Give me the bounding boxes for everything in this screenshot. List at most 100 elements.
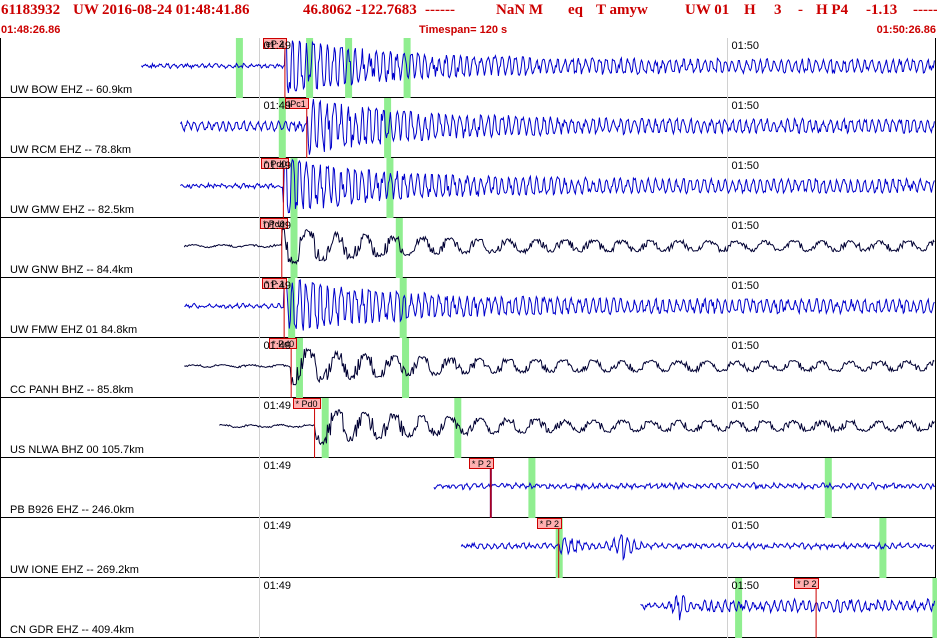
green-marker (290, 218, 298, 278)
station-label: UW FMW EHZ 01 84.8km (10, 324, 138, 336)
waveform-canvas (184, 278, 935, 338)
event-h: H (744, 2, 756, 18)
minute-label: 01:49 (263, 220, 292, 232)
event-datetime: 2016-08-24 01:48:41.86 (102, 2, 250, 18)
green-marker (402, 338, 410, 398)
event-dashes: ------ (425, 2, 455, 18)
green-marker (395, 218, 403, 278)
minute-label: 01:50 (731, 160, 760, 172)
waveform-canvas (141, 38, 935, 98)
green-marker (295, 338, 303, 398)
trace-panel[interactable]: * P 2 01:49 01:50 PB B926 EHZ -- 246.0km (0, 458, 936, 518)
station-label: CC PANH BHZ -- 85.8km (10, 384, 134, 396)
pick-label[interactable]: * P 2 (794, 578, 820, 589)
trace-panel[interactable]: * P 2 01:49 01:50 CN GDR EHZ -- 409.4km (0, 578, 937, 638)
green-marker (454, 398, 462, 458)
time-header: 01:48:26.86 Timespan= 120 s 01:50:26.86 (0, 24, 937, 38)
minute-label: 01:50 (731, 40, 760, 52)
waveform-trace (433, 481, 936, 492)
minute-label: 01:49 (263, 580, 292, 592)
pick-label[interactable]: * Pd0 (269, 338, 298, 349)
waveform-canvas (184, 338, 935, 398)
station-label: PB B926 EHZ -- 246.0km (10, 504, 135, 516)
event-trail: ------ (913, 2, 937, 18)
green-marker (235, 38, 243, 98)
station-label: US NLWA BHZ 00 105.7km (10, 444, 144, 456)
waveform-trace (460, 533, 935, 562)
minute-label: 01:50 (731, 580, 760, 592)
waveform-canvas (258, 578, 937, 638)
green-marker (384, 98, 392, 158)
waveform-trace (179, 98, 935, 155)
pick-label[interactable]: * Pd0 (292, 398, 321, 409)
trace-panel[interactable]: * P 2 01:49 01:50 UW IONE EHZ -- 269.2km (0, 518, 936, 578)
minute-label: 01:50 (731, 400, 760, 412)
pick-label[interactable]: * P 2 (536, 518, 563, 529)
minute-label: 01:50 (731, 220, 760, 232)
minute-label: 01:49 (263, 520, 292, 532)
station-label: CN GDR EHZ -- 409.4km (10, 624, 135, 636)
waveform-canvas (258, 458, 936, 518)
green-marker (345, 38, 353, 98)
green-marker (306, 38, 314, 98)
trace-panel[interactable]: IPc1 01:49 01:50 UW RCM EHZ -- 78.8km (0, 98, 936, 158)
green-marker (735, 578, 743, 638)
green-marker (824, 458, 832, 518)
end-time: 01:50:26.86 (876, 24, 936, 36)
minute-label: 01:49 (263, 400, 292, 412)
pick-label[interactable]: * P 2 (468, 458, 495, 469)
event-dash: - (798, 2, 803, 18)
trace-panel[interactable]: * Pd0 01:49 01:50 UW GMW EHZ -- 82.5km (0, 158, 936, 218)
start-time: 01:48:26.86 (1, 24, 61, 36)
event-magnitude: NaN M (496, 2, 544, 18)
green-marker (288, 278, 296, 338)
pick-label[interactable]: eP 2 (262, 38, 288, 49)
waveform-trace (141, 38, 935, 94)
event-hp: H P4 (816, 2, 849, 18)
minute-label: 01:50 (731, 280, 760, 292)
event-coords: 46.8062 -122.7683 (303, 2, 417, 18)
minute-label: 01:49 (263, 100, 292, 112)
waveform-trace (640, 594, 936, 621)
trace-panel[interactable]: eP 2 01:49 01:50 UW BOW EHZ -- 60.9km (0, 38, 936, 98)
minute-label: 01:50 (731, 520, 760, 532)
station-label: UW IONE EHZ -- 269.2km (10, 564, 139, 576)
waveform-canvas (258, 518, 935, 578)
event-type-code: T amyw (596, 2, 648, 18)
waveform-trace (219, 409, 935, 446)
pick-label[interactable]: * Pd0 (261, 158, 290, 169)
trace-panel[interactable]: * P 1 01:49 01:50 UW FMW EHZ 01 84.8km (0, 278, 936, 338)
seismogram-panels[interactable]: eP 2 01:49 01:50 UW BOW EHZ -- 60.9km IPc1 01… (0, 38, 937, 640)
waveform-trace (180, 158, 935, 214)
waveform-canvas (183, 218, 935, 278)
event-network: UW (73, 2, 99, 18)
trace-panel[interactable]: * Pd0 01:49 01:50 UW GNW BHZ -- 84.4km (0, 218, 936, 278)
green-marker (399, 278, 407, 338)
trace-panel[interactable]: * Pd0 01:49 01:50 US NLWA BHZ 00 105.7km (0, 398, 936, 458)
minute-label: 01:50 (731, 100, 760, 112)
waveform-trace (184, 347, 935, 386)
trace-panel[interactable]: * Pd0 01:49 01:50 CC PANH BHZ -- 85.8km (0, 338, 936, 398)
minute-label: 01:49 (263, 280, 292, 292)
waveform-canvas (180, 158, 935, 218)
minute-label: 01:49 (263, 160, 292, 172)
station-label: UW GNW BHZ -- 84.4km (10, 264, 133, 276)
station-label: UW BOW EHZ -- 60.9km (10, 84, 133, 96)
green-marker (278, 98, 286, 158)
timespan-label: Timespan= 120 s (419, 24, 508, 36)
minute-label: 01:49 (263, 40, 292, 52)
pick-label[interactable]: IPc1 (284, 98, 309, 109)
waveform-canvas (219, 398, 935, 458)
minute-label: 01:50 (731, 340, 760, 352)
green-marker (932, 578, 937, 638)
event-header: 61183932 UW 2016-08-24 01:48:41.86 46.80… (0, 0, 937, 24)
event-station-info: UW 01 (685, 2, 730, 18)
minute-label: 01:50 (731, 460, 760, 472)
pick-label[interactable]: * P 1 (262, 278, 288, 289)
pick-label[interactable]: * Pd0 (259, 218, 288, 229)
event-value: -1.13 (866, 2, 898, 18)
station-label: UW RCM EHZ -- 78.8km (10, 144, 131, 156)
waveform-trace (183, 228, 935, 265)
event-h-num: 3 (774, 2, 782, 18)
event-id: 61183932 (1, 2, 61, 18)
